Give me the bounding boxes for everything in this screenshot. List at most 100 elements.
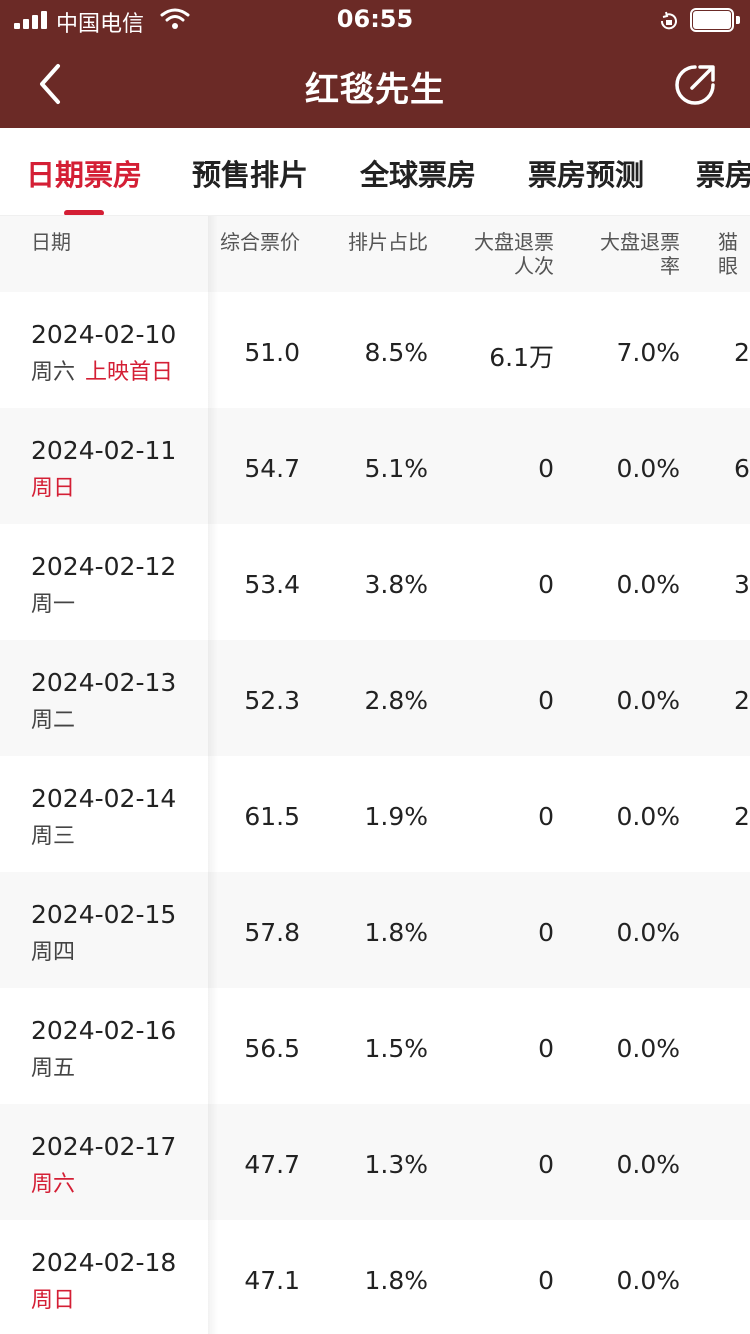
row-screening-share: 1.8% [364, 918, 428, 947]
th-refund-count: 大盘退票 人次 [474, 230, 554, 278]
page-title: 红毯先生 [305, 70, 445, 110]
row-refund-count: 0 [538, 1034, 554, 1063]
row-date: 2024-02-10 [31, 320, 177, 349]
row-weekday: 周日 [31, 476, 76, 501]
row-maoyan-cut: 3 [734, 570, 750, 599]
row-avg-price: 47.1 [244, 1266, 300, 1295]
th-refund-count-line2: 人次 [514, 254, 554, 278]
table-row[interactable]: 2024-02-10 周六 上映首日 51.0 8.5% 6.1万 7.0% 2 [0, 292, 750, 408]
row-date: 2024-02-15 [31, 900, 177, 929]
row-avg-price: 47.7 [244, 1150, 300, 1179]
box-office-table: 日期 综合票价 排片占比 大盘退票 人次 大盘退票 率 猫眼 2024-02-1… [0, 216, 750, 1334]
signal-icon [14, 11, 48, 29]
table-row[interactable]: 2024-02-15 周四 57.8 1.8% 0 0.0% [0, 872, 750, 988]
share-icon [675, 65, 715, 105]
row-weekday-line: 周六 [31, 1166, 75, 1198]
row-weekday-line: 周日 [31, 470, 75, 502]
row-refund-rate: 7.0% [616, 338, 680, 367]
tab-box-office-forecast[interactable]: 票房预测 [528, 158, 645, 192]
row-date: 2024-02-12 [31, 552, 177, 581]
chevron-left-icon [40, 64, 60, 104]
row-date: 2024-02-11 [31, 436, 177, 465]
row-weekday-line: 周六 上映首日 [31, 354, 173, 386]
row-refund-count: 6.1万 [489, 343, 554, 372]
tab-presale-schedule[interactable]: 预售排片 [192, 158, 309, 192]
row-weekday-line: 周四 [31, 934, 75, 966]
back-button[interactable] [28, 60, 72, 108]
row-avg-price: 51.0 [244, 338, 300, 367]
row-maoyan-cut: 6 [734, 454, 750, 483]
tab-global-box-office[interactable]: 全球票房 [360, 158, 477, 192]
table-row[interactable]: 2024-02-17 周六 47.7 1.3% 0 0.0% [0, 1104, 750, 1220]
row-screening-share: 1.9% [364, 802, 428, 831]
app-header: 中国电信 06:55 红毯先生 [0, 0, 750, 128]
row-weekday: 周五 [31, 1056, 76, 1081]
row-refund-count: 0 [538, 802, 554, 831]
th-refund-rate: 大盘退票 率 [600, 230, 680, 278]
row-maoyan-cut: 2 [734, 802, 750, 831]
row-refund-count: 0 [538, 1266, 554, 1295]
tab-daily-box-office[interactable]: 日期票房 [26, 158, 143, 192]
row-date: 2024-02-18 [31, 1248, 177, 1277]
row-date: 2024-02-16 [31, 1016, 177, 1045]
th-refund-rate-line1: 大盘退票 [600, 230, 680, 254]
row-weekday-line: 周二 [31, 702, 75, 734]
row-weekday: 周一 [31, 592, 76, 617]
row-date: 2024-02-13 [31, 668, 177, 697]
row-maoyan-cut: 2 [734, 338, 750, 367]
wifi-icon [160, 8, 190, 29]
row-refund-rate: 0.0% [616, 1266, 680, 1295]
table-row[interactable]: 2024-02-13 周二 52.3 2.8% 0 0.0% 2 [0, 640, 750, 756]
table-row[interactable]: 2024-02-16 周五 56.5 1.5% 0 0.0% [0, 988, 750, 1104]
row-screening-share: 1.5% [364, 1034, 428, 1063]
table-header: 日期 综合票价 排片占比 大盘退票 人次 大盘退票 率 猫眼 [0, 216, 750, 292]
row-refund-count: 0 [538, 686, 554, 715]
row-screening-share: 1.3% [364, 1150, 428, 1179]
tab-box-office-more[interactable]: 票房 [696, 158, 750, 192]
th-refund-rate-line2: 率 [660, 254, 680, 278]
row-refund-rate: 0.0% [616, 1034, 680, 1063]
row-refund-rate: 0.0% [616, 570, 680, 599]
row-refund-rate: 0.0% [616, 454, 680, 483]
row-weekday-line: 周五 [31, 1050, 75, 1082]
row-refund-count: 0 [538, 1150, 554, 1179]
share-button[interactable] [672, 62, 718, 108]
th-avg-price: 综合票价 [220, 230, 300, 254]
row-weekday-line: 周三 [31, 818, 75, 850]
th-refund-count-line1: 大盘退票 [474, 230, 554, 254]
row-weekday: 周六 [31, 1172, 76, 1197]
row-screening-share: 8.5% [364, 338, 428, 367]
battery-icon [690, 8, 740, 32]
th-date: 日期 [31, 230, 71, 254]
row-weekday-line: 周日 [31, 1282, 75, 1314]
th-maoyan-cut: 猫眼 [718, 230, 738, 278]
row-weekday: 周二 [31, 708, 76, 733]
row-screening-share: 2.8% [364, 686, 428, 715]
row-avg-price: 61.5 [244, 802, 300, 831]
row-avg-price: 54.7 [244, 454, 300, 483]
tab-indicator [64, 210, 104, 215]
th-screening-share: 排片占比 [348, 230, 428, 254]
row-screening-share: 3.8% [364, 570, 428, 599]
tab-bar: 日期票房 预售排片 全球票房 票房预测 票房 [0, 128, 750, 216]
row-weekday: 周六 [31, 360, 76, 385]
row-date: 2024-02-17 [31, 1132, 177, 1161]
row-refund-rate: 0.0% [616, 1150, 680, 1179]
row-weekday: 周三 [31, 824, 76, 849]
table-row[interactable]: 2024-02-14 周三 61.5 1.9% 0 0.0% 2 [0, 756, 750, 872]
table-row[interactable]: 2024-02-18 周日 47.1 1.8% 0 0.0% [0, 1220, 750, 1334]
rotation-lock-icon [660, 11, 677, 30]
row-screening-share: 1.8% [364, 1266, 428, 1295]
row-refund-rate: 0.0% [616, 918, 680, 947]
row-release-tag: 上映首日 [85, 360, 174, 385]
table-row[interactable]: 2024-02-12 周一 53.4 3.8% 0 0.0% 3 [0, 524, 750, 640]
row-screening-share: 5.1% [364, 454, 428, 483]
row-refund-rate: 0.0% [616, 802, 680, 831]
table-row[interactable]: 2024-02-11 周日 54.7 5.1% 0 0.0% 6 [0, 408, 750, 524]
fixed-column-shadow [208, 216, 218, 1334]
row-avg-price: 53.4 [244, 570, 300, 599]
row-avg-price: 52.3 [244, 686, 300, 715]
row-refund-rate: 0.0% [616, 686, 680, 715]
row-avg-price: 56.5 [244, 1034, 300, 1063]
row-refund-count: 0 [538, 918, 554, 947]
